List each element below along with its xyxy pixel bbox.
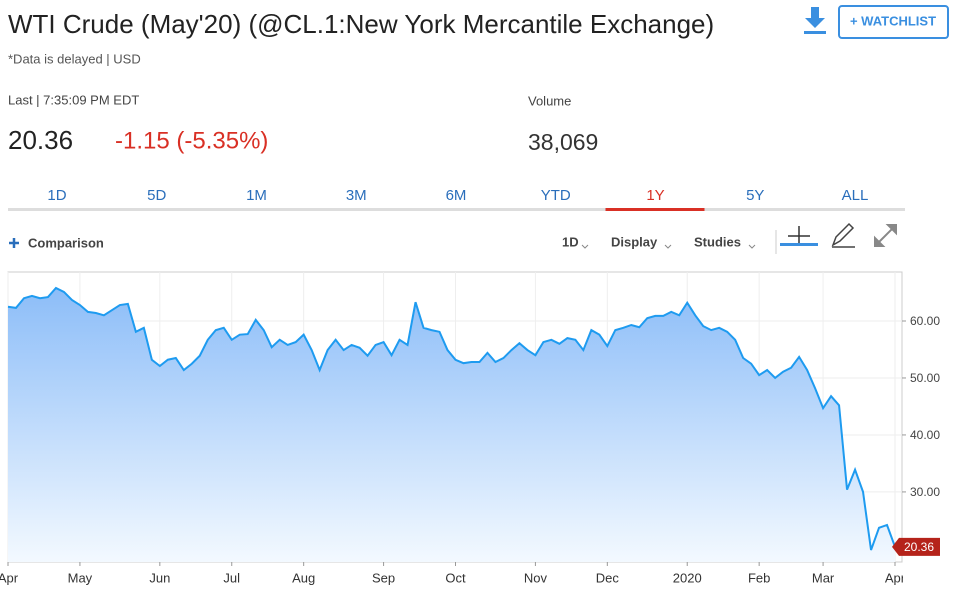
x-tick-label: 2020 <box>673 570 702 585</box>
tab-underline <box>605 208 705 211</box>
draw-tool[interactable] <box>831 222 855 248</box>
tab[interactable]: ALL <box>842 187 869 204</box>
x-tick-label: Apr <box>0 570 19 585</box>
x-tick-label: Mar <box>812 570 835 585</box>
tab[interactable]: 6M <box>446 187 467 204</box>
volume: 38,069 <box>528 129 598 155</box>
watchlist-label[interactable]: + WATCHLIST <box>850 13 936 28</box>
last-price: 20.36 <box>8 125 73 155</box>
x-tick-label: Apr <box>885 570 906 585</box>
interval[interactable]: 1D <box>562 234 579 249</box>
tab[interactable]: 1Y <box>646 187 664 204</box>
tab[interactable]: 1M <box>246 187 267 204</box>
subtitle: *Data is delayed | USD <box>8 51 141 66</box>
x-axis: Apr May Jun Jul Aug Sep Oct Nov Dec 2020 Feb Mar Apr <box>0 570 906 585</box>
x-tick-label: Feb <box>748 570 770 585</box>
tab[interactable]: 3M <box>346 187 367 204</box>
y-tick-label: 50.00 <box>910 371 940 385</box>
x-tick-label: Aug <box>292 570 315 585</box>
crosshair-tool[interactable] <box>788 226 810 244</box>
x-tick-label: Jul <box>223 570 240 585</box>
download-icon[interactable] <box>804 7 826 34</box>
y-tick-label: 60.00 <box>910 314 940 328</box>
x-tick-label: Jun <box>149 570 170 585</box>
watchlist-button[interactable] <box>838 5 949 39</box>
y-tick-label: 40.00 <box>910 428 940 442</box>
volume-label: Volume <box>528 93 571 108</box>
x-tick-label: Oct <box>445 570 466 585</box>
y-tick-label: 30.00 <box>910 485 940 499</box>
x-tick-label: Dec <box>596 570 620 585</box>
title: WTI Crude (May'20) (@CL.1:New York Merca… <box>8 9 714 39</box>
tab-rule <box>8 208 905 211</box>
x-tick-label: Sep <box>372 570 395 585</box>
chevrons <box>581 244 756 249</box>
last-value-tag <box>892 537 940 556</box>
line <box>7 286 896 551</box>
tab[interactable]: YTD <box>541 187 571 204</box>
studies[interactable]: Studies <box>694 234 741 249</box>
tab[interactable]: 1D <box>47 187 66 204</box>
expand-tool[interactable] <box>874 224 897 247</box>
chart: 30.00 40.00 50.00 60.00 Apr May Jun Jul Aug Sep Oc… <box>0 272 940 585</box>
tab[interactable]: 5D <box>147 187 166 204</box>
comparison[interactable]: Comparison <box>28 235 104 250</box>
area <box>8 287 895 562</box>
change: -1.15 (-5.35%) <box>115 127 268 154</box>
x-tick-label: May <box>68 570 93 585</box>
tabs: 1D 5D 1M 3M 6M YTD 1Y 5Y ALL <box>47 187 868 211</box>
last-value-label: 20.36 <box>904 540 934 554</box>
tool-active <box>780 243 818 246</box>
tab[interactable]: 5Y <box>746 187 764 204</box>
comparison-icon[interactable] <box>9 238 19 248</box>
x-tick-label: Nov <box>524 570 548 585</box>
display[interactable]: Display <box>611 234 658 249</box>
last-label: Last | 7:35:09 PM EDT <box>8 92 139 107</box>
